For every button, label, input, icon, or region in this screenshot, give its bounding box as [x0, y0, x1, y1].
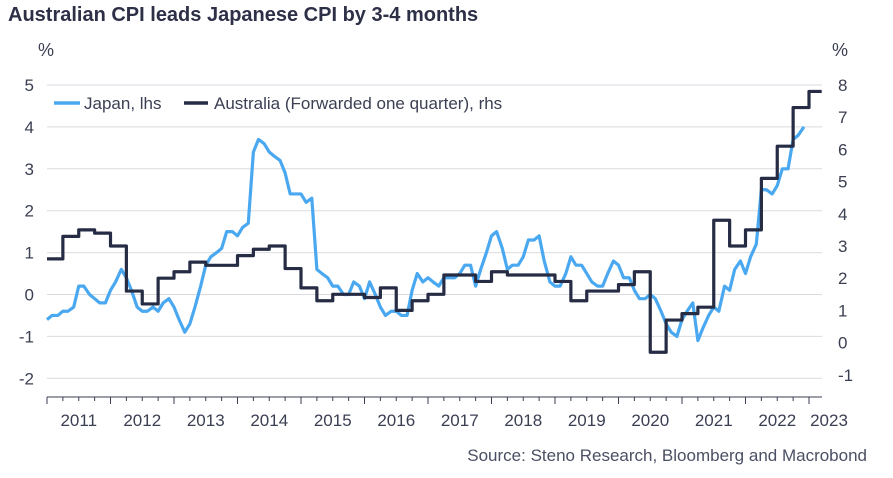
left-tick-label: 0	[25, 286, 34, 305]
right-tick-label: 1	[838, 301, 847, 320]
series-lines	[45, 89, 822, 354]
left-tick-label: 3	[25, 160, 34, 179]
right-tick-label: -1	[838, 366, 853, 385]
legend-label: Japan, lhs	[84, 94, 162, 113]
x-tick-label: 2018	[504, 411, 542, 430]
right-tick-label: 7	[838, 108, 847, 127]
x-tick-label: 2023	[810, 411, 848, 430]
left-tick-label: 5	[25, 76, 34, 95]
left-tick-label: 4	[25, 118, 34, 137]
left-tick-label: 1	[25, 244, 34, 263]
right-axis-ticks: 8 7 6 5 4 3 2 1 0 -1	[838, 76, 853, 385]
chart-title: Australian CPI leads Japanese CPI by 3-4…	[8, 4, 479, 26]
x-tick-label: 2017	[441, 411, 479, 430]
legend: Japan, lhs Australia (Forwarded one quart…	[54, 94, 502, 113]
x-tick-label: 2016	[377, 411, 415, 430]
left-tick-label: -1	[19, 327, 34, 346]
x-axis: 2011 2012 2013 2014 2015 2016 2017 2018 2019 2020…	[46, 396, 848, 430]
x-tick-label: 2011	[60, 411, 97, 430]
x-tick-label: 2012	[123, 411, 161, 430]
series-line-japan	[45, 125, 806, 343]
right-tick-label: 8	[838, 76, 847, 95]
right-tick-label: 2	[838, 269, 847, 288]
x-tick-label: 2014	[250, 411, 288, 430]
legend-label: Australia (Forwarded one quarter), rhs	[214, 94, 502, 113]
x-tick-label: 2013	[187, 411, 225, 430]
x-tick-label: 2015	[314, 411, 352, 430]
series-line-australia	[47, 89, 822, 354]
gridlines	[47, 84, 822, 379]
right-tick-label: 4	[838, 205, 847, 224]
right-tick-label: 6	[838, 140, 847, 159]
left-tick-label: -2	[19, 369, 34, 388]
left-axis-unit: %	[38, 40, 54, 60]
right-axis-unit: %	[832, 40, 848, 60]
right-tick-label: 3	[838, 237, 847, 256]
x-tick-label: 2021	[695, 411, 733, 430]
right-tick-label: 0	[838, 334, 847, 353]
left-axis-ticks: 5 4 3 2 1 0 -1 -2	[19, 76, 34, 388]
source-note: Source: Steno Research, Bloomberg and Ma…	[467, 446, 867, 465]
x-tick-label: 2022	[758, 411, 796, 430]
x-tick-label: 2020	[631, 411, 669, 430]
left-tick-label: 2	[25, 202, 34, 221]
x-tick-label: 2019	[568, 411, 606, 430]
right-tick-label: 5	[838, 173, 847, 192]
